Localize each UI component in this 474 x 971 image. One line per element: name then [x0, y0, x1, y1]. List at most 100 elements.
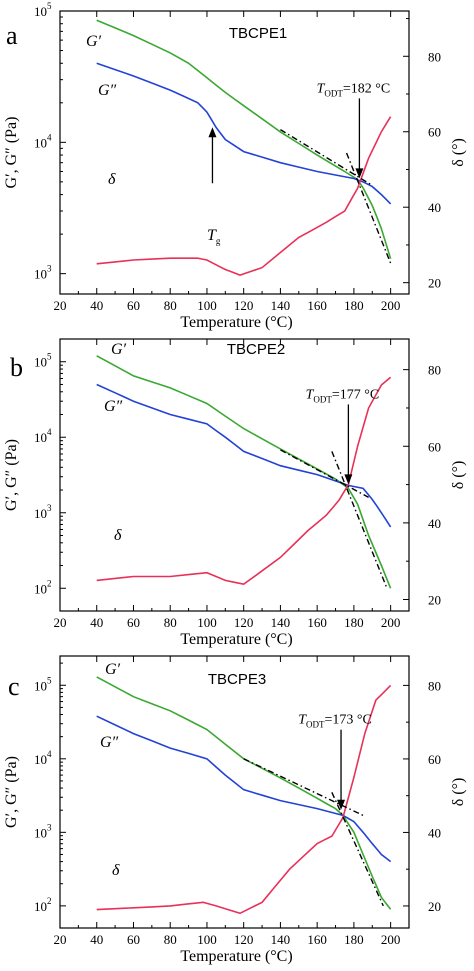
y-left-tick-label: 103	[34, 822, 52, 840]
y-right-tick-label: 20	[428, 899, 441, 914]
series-line-G_double_prime	[96, 715, 392, 863]
chart-panel-c: 20 40 60 80 100 120 140 160 180 200 Temperature (°…	[3, 655, 467, 965]
x-tick-label: 160	[307, 932, 327, 947]
tg-arrow-head	[208, 127, 217, 138]
odt-label: TODT=177 °C	[306, 387, 380, 404]
series-line-G_prime	[96, 676, 392, 910]
y-left-tick-exponent: 2	[47, 578, 52, 588]
series-line-G_double_prime	[96, 383, 392, 528]
y-left-tick-exponent: 2	[47, 896, 52, 906]
series-label-G_double_prime: G″	[98, 82, 117, 99]
x-tick-label: 100	[197, 932, 217, 947]
chart-title: TBCPE3	[208, 671, 266, 688]
odt-label-main: T	[317, 81, 326, 96]
y-left-tick-label: 104	[34, 427, 52, 445]
x-tick-label: 120	[234, 615, 254, 630]
y-left-axis-title: G′, G″ (Pa)	[3, 117, 20, 189]
odt-label-main: T	[306, 387, 315, 402]
y-right-axis-title: δ (°)	[450, 461, 467, 490]
series-label-G_double_prime: G″	[100, 734, 119, 751]
y-right-axis-title: δ (°)	[450, 778, 467, 807]
x-tick-label: 180	[344, 932, 364, 947]
x-tick-label: 160	[307, 615, 327, 630]
y-left-tick-label: 102	[34, 896, 52, 914]
y-left-tick-exponent: 5	[47, 1, 52, 11]
x-tick-label: 60	[127, 615, 140, 630]
y-left-tick-exponent: 5	[47, 352, 52, 362]
panel-letter: a	[6, 21, 18, 50]
panel-letter: b	[10, 353, 23, 382]
x-tick-label: 80	[164, 615, 177, 630]
chart-title: TBCPE1	[229, 25, 287, 42]
tg-label-sub: g	[216, 236, 221, 246]
fit-line	[243, 758, 364, 817]
y-left-tick-label: 105	[34, 1, 52, 19]
odt-label-value: =182 °C	[343, 81, 390, 96]
odt-label-sub: ODT	[324, 88, 343, 98]
y-left-tick-label: 105	[34, 675, 52, 693]
x-tick-label: 140	[271, 615, 291, 630]
x-tick-label: 40	[90, 298, 103, 313]
chart-title: TBCPE2	[227, 341, 285, 358]
y-left-tick-exponent: 3	[47, 503, 52, 513]
x-tick-label: 20	[54, 298, 67, 313]
x-tick-label: 140	[271, 298, 291, 313]
y-left-axis-title: G′, G″ (Pa)	[3, 439, 20, 511]
y-left-tick-label: 104	[34, 749, 52, 767]
plot-frame	[59, 10, 410, 295]
y-left-tick-label: 104	[34, 132, 52, 150]
fit-line	[331, 792, 384, 907]
x-axis-title: Temperature (°C)	[180, 631, 292, 648]
x-tick-label: 180	[344, 615, 364, 630]
y-left-axis-title: G′, G″ (Pa)	[3, 756, 20, 828]
y-right-tick-label: 20	[428, 593, 441, 608]
x-tick-label: 80	[164, 932, 177, 947]
y-right-tick-label: 80	[428, 49, 441, 64]
series-label-delta: δ	[108, 171, 116, 188]
x-tick-label: 200	[381, 298, 401, 313]
odt-arrow-head	[337, 799, 346, 810]
x-tick-label: 180	[344, 298, 364, 313]
series-label-G_prime: G′	[111, 341, 127, 358]
x-tick-label: 140	[271, 932, 291, 947]
x-tick-label: 60	[127, 298, 140, 313]
series-label-G_prime: G′	[105, 661, 121, 678]
y-right-tick-label: 60	[428, 125, 441, 140]
odt-arrow-head	[355, 168, 364, 179]
y-left-tick-label: 105	[34, 352, 52, 370]
y-right-tick-label: 20	[428, 276, 441, 291]
series-label-delta: δ	[112, 862, 120, 879]
x-tick-label: 20	[54, 932, 67, 947]
y-left-tick-label: 103	[34, 503, 52, 521]
y-right-tick-label: 80	[428, 678, 441, 693]
panel-letter: c	[8, 672, 20, 701]
series-label-G_double_prime: G″	[104, 398, 123, 415]
series-line-delta	[96, 684, 392, 915]
odt-label: TODT=173 °C	[298, 713, 372, 730]
fit-line	[280, 449, 369, 498]
x-tick-label: 100	[197, 298, 217, 313]
y-right-tick-label: 80	[428, 363, 441, 378]
series-line-delta	[96, 116, 392, 276]
fit-line	[345, 152, 392, 264]
y-right-tick-label: 40	[428, 516, 441, 531]
x-tick-label: 120	[234, 298, 254, 313]
fit-line	[331, 451, 388, 589]
x-tick-label: 40	[90, 932, 103, 947]
odt-label-sub: ODT	[313, 394, 332, 404]
y-left-tick-exponent: 3	[47, 822, 52, 832]
odt-label-sub: ODT	[306, 720, 325, 730]
y-right-tick-label: 40	[428, 825, 441, 840]
y-left-tick-exponent: 5	[47, 675, 52, 685]
plot-frame	[59, 338, 410, 612]
x-tick-label: 80	[164, 298, 177, 313]
x-tick-label: 200	[381, 615, 401, 630]
y-left-tick-exponent: 4	[47, 427, 52, 437]
x-tick-label: 160	[307, 298, 327, 313]
y-left-tick-label: 102	[34, 578, 52, 596]
x-tick-label: 40	[90, 615, 103, 630]
odt-label: TODT=182 °C	[317, 81, 391, 98]
y-right-tick-label: 60	[428, 439, 441, 454]
y-right-tick-label: 60	[428, 752, 441, 767]
